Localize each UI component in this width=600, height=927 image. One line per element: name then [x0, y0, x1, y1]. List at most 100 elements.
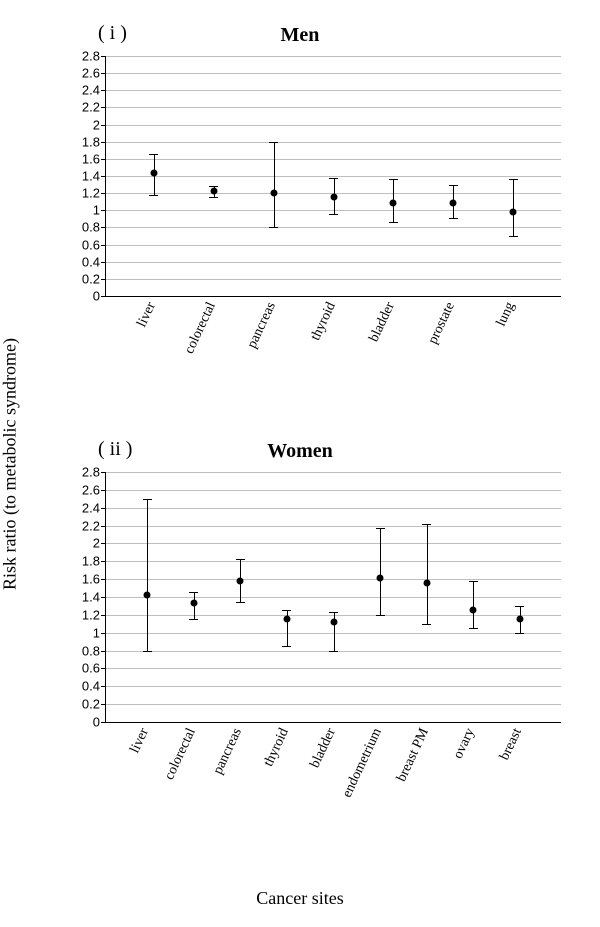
x-tick-label: pancreas	[244, 300, 279, 351]
x-tick-label: thyroid	[308, 300, 340, 343]
error-cap-top	[329, 178, 338, 179]
gridline	[106, 472, 561, 473]
y-tick-label: 1.8	[82, 134, 106, 149]
error-cap-bottom	[209, 197, 218, 198]
gridline	[106, 245, 561, 246]
data-point	[330, 194, 337, 201]
error-cap-top	[469, 581, 478, 582]
y-tick-label: 0.8	[82, 643, 106, 658]
gridline	[106, 508, 561, 509]
error-cap-bottom	[269, 227, 278, 228]
data-point	[450, 200, 457, 207]
panel-men: ( i ) Men 00.20.40.60.811.21.41.61.822.2…	[0, 0, 600, 430]
y-tick-label: 0.2	[82, 697, 106, 712]
gridline	[106, 125, 561, 126]
y-tick-label: 2.4	[82, 500, 106, 515]
gridline	[106, 526, 561, 527]
y-tick-label: 0	[93, 289, 106, 304]
error-cap-bottom	[469, 628, 478, 629]
gridline	[106, 279, 561, 280]
y-tick-label: 2.2	[82, 518, 106, 533]
y-tick-label: 1.6	[82, 572, 106, 587]
error-cap-top	[389, 179, 398, 180]
x-tick-label: lung	[494, 300, 519, 329]
y-tick-label: 2.4	[82, 83, 106, 98]
data-point	[510, 209, 517, 216]
error-bar	[513, 179, 514, 236]
error-cap-top	[329, 612, 338, 613]
gridline	[106, 543, 561, 544]
data-point	[190, 600, 197, 607]
error-cap-top	[143, 499, 152, 500]
data-point	[377, 575, 384, 582]
y-tick-label: 2	[93, 536, 106, 551]
error-cap-top	[376, 528, 385, 529]
x-tick-label: breast PM	[394, 726, 433, 785]
x-tick-label: prostate	[426, 300, 459, 347]
y-tick-label: 2.6	[82, 482, 106, 497]
y-tick-label: 1	[93, 203, 106, 218]
error-cap-bottom	[329, 214, 338, 215]
x-tick-label: liver	[128, 726, 153, 756]
figure-container: Risk ratio (to metabolic syndrome) Cance…	[0, 0, 600, 927]
error-bar	[380, 528, 381, 615]
error-cap-bottom	[143, 651, 152, 652]
y-tick-label: 1.6	[82, 151, 106, 166]
x-tick-label: thyroid	[261, 726, 293, 769]
gridline	[106, 579, 561, 580]
gridline	[106, 142, 561, 143]
data-point	[283, 616, 290, 623]
y-tick-label: 1	[93, 625, 106, 640]
error-cap-top	[189, 592, 198, 593]
error-cap-bottom	[282, 646, 291, 647]
x-tick-label: endometrium	[340, 726, 386, 800]
y-tick-label: 1.8	[82, 554, 106, 569]
error-cap-bottom	[422, 624, 431, 625]
data-point	[237, 577, 244, 584]
x-tick-label: ovary	[451, 726, 479, 762]
error-cap-top	[509, 179, 518, 180]
error-bar	[473, 581, 474, 628]
gridline	[106, 159, 561, 160]
error-cap-top	[269, 142, 278, 143]
data-point	[330, 619, 337, 626]
data-point	[150, 170, 157, 177]
error-bar	[147, 499, 148, 651]
error-cap-bottom	[515, 633, 524, 634]
panel-title-men: Men	[0, 24, 600, 47]
y-tick-label: 0	[93, 715, 106, 730]
error-bar	[427, 524, 428, 624]
error-cap-bottom	[189, 619, 198, 620]
error-cap-bottom	[509, 236, 518, 237]
panel-title-women: Women	[0, 440, 600, 463]
y-tick-label: 0.8	[82, 220, 106, 235]
x-tick-label: colorectal	[182, 300, 220, 357]
error-bar	[274, 142, 275, 228]
error-cap-top	[149, 154, 158, 155]
gridline	[106, 668, 561, 669]
error-cap-bottom	[389, 222, 398, 223]
gridline	[106, 561, 561, 562]
y-tick-label: 0.2	[82, 271, 106, 286]
y-tick-label: 1.4	[82, 590, 106, 605]
data-point	[144, 592, 151, 599]
y-tick-label: 1.2	[82, 607, 106, 622]
data-point	[390, 199, 397, 206]
y-tick-label: 2.8	[82, 49, 106, 64]
gridline	[106, 90, 561, 91]
y-tick-label: 2.8	[82, 465, 106, 480]
error-cap-top	[422, 524, 431, 525]
gridline	[106, 490, 561, 491]
gridline	[106, 262, 561, 263]
data-point	[270, 190, 277, 197]
y-tick-label: 0.4	[82, 679, 106, 694]
x-tick-label: colorectal	[162, 726, 200, 783]
x-tick-label: bladder	[367, 300, 399, 345]
y-tick-label: 0.4	[82, 254, 106, 269]
data-point	[423, 579, 430, 586]
data-point	[470, 606, 477, 613]
panel-women: ( ii ) Women 00.20.40.60.811.21.41.61.82…	[0, 430, 600, 880]
gridline	[106, 704, 561, 705]
y-tick-label: 2	[93, 117, 106, 132]
x-tick-label: bladder	[307, 726, 339, 771]
